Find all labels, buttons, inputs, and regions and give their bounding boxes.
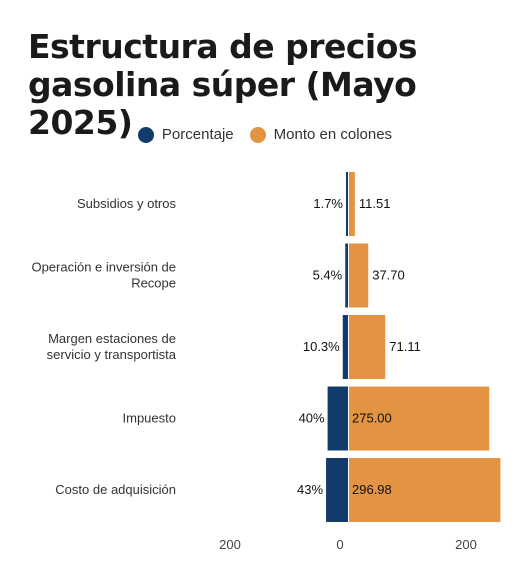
- x-tick-label: 0: [336, 537, 343, 552]
- category-label-line: Costo de adquisición: [55, 482, 176, 497]
- value-label-monto: 296.98: [352, 482, 392, 497]
- value-label-monto: 37.70: [372, 268, 405, 283]
- category-label-line: servicio y transportista: [47, 347, 177, 362]
- bar-monto: [349, 386, 490, 451]
- value-label-porcentaje: 5.4%: [313, 268, 343, 283]
- legend-item-monto: Monto en colones: [249, 126, 393, 143]
- value-label-porcentaje: 40%: [299, 411, 325, 426]
- category-label: Impuesto: [123, 411, 176, 426]
- bar-porcentaje: [326, 458, 348, 522]
- value-label-monto: 71.11: [389, 339, 421, 354]
- category-label: Margen estaciones de servicio y transport…: [47, 331, 177, 362]
- bar-monto: [349, 172, 355, 236]
- chart-legend: Porcentaje Monto en colones: [0, 126, 530, 143]
- legend-swatch-monto: [249, 126, 266, 143]
- category-label-line: Margen estaciones de: [48, 331, 176, 346]
- bar-porcentaje: [342, 315, 348, 379]
- category-label: Subsidios y otros: [77, 196, 176, 211]
- bar-porcentaje: [345, 243, 348, 308]
- bar-porcentaje: [346, 172, 348, 236]
- category-label: Costo de adquisición: [55, 482, 176, 497]
- x-tick-label: 200: [219, 537, 241, 552]
- bar-monto: [349, 243, 369, 308]
- chart-title-line-1: Estructura de precios: [28, 27, 418, 66]
- value-label-porcentaje: 43%: [297, 482, 323, 497]
- legend-label-porcentaje: Porcentaje: [161, 126, 234, 143]
- value-label-monto: 11.51: [359, 196, 391, 211]
- value-label-porcentaje: 10.3%: [303, 339, 340, 354]
- category-label-line: Recope: [131, 276, 176, 291]
- legend-swatch-porcentaje: [137, 126, 154, 143]
- category-label-line: Operación e inversión de: [31, 260, 176, 275]
- bar-monto: [349, 315, 386, 379]
- x-tick-label: 200: [455, 537, 477, 552]
- legend-item-porcentaje: Porcentaje: [137, 126, 234, 143]
- category-label: Operación e inversión de Recope: [31, 260, 176, 291]
- value-label-porcentaje: 1.7%: [313, 196, 343, 211]
- chart-title: Estructura de precios gasolina súper (Ma…: [28, 28, 518, 142]
- category-label-line: Subsidios y otros: [77, 196, 176, 211]
- value-label-monto: 275.00: [352, 411, 392, 426]
- chart-title-line-2: gasolina súper (Mayo 2025): [28, 65, 417, 142]
- bar-monto: [349, 458, 501, 522]
- bar-porcentaje: [327, 386, 348, 451]
- legend-label-monto: Monto en colones: [273, 126, 393, 143]
- category-label-line: Impuesto: [123, 411, 176, 426]
